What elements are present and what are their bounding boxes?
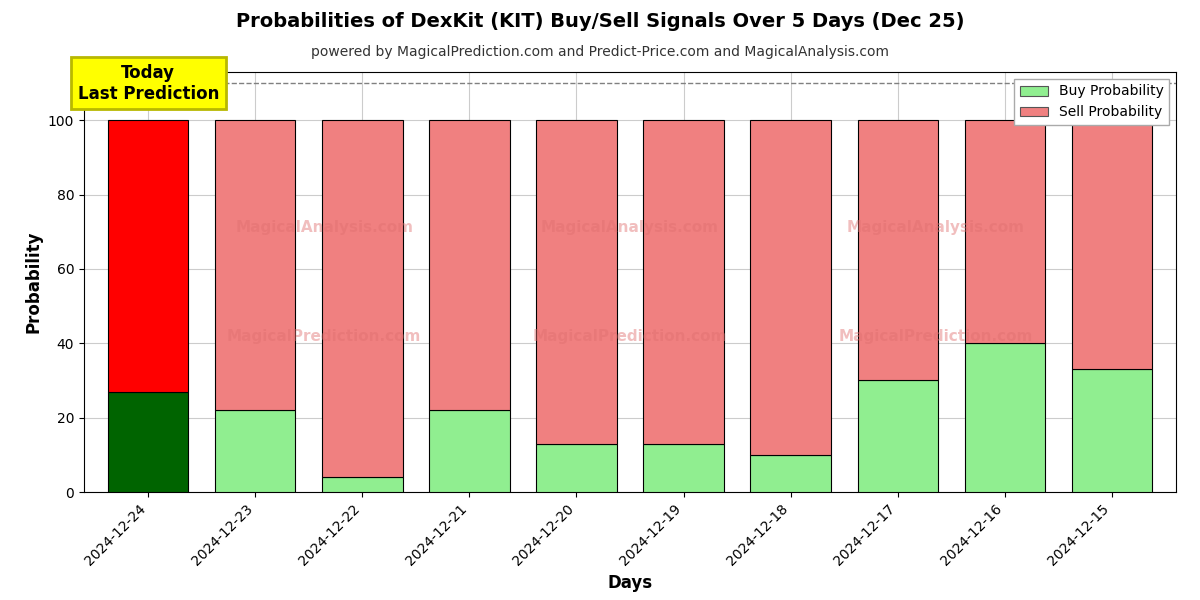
Text: MagicalAnalysis.com: MagicalAnalysis.com	[541, 220, 719, 235]
Bar	[965, 343, 1045, 492]
Bar	[858, 121, 937, 380]
Text: MagicalAnalysis.com: MagicalAnalysis.com	[847, 220, 1025, 235]
Bar	[536, 443, 617, 492]
Bar	[643, 121, 724, 443]
Text: Probabilities of DexKit (KIT) Buy/Sell Signals Over 5 Days (Dec 25): Probabilities of DexKit (KIT) Buy/Sell S…	[235, 12, 965, 31]
Bar	[108, 121, 188, 392]
X-axis label: Days: Days	[607, 574, 653, 592]
Bar	[430, 410, 510, 492]
Bar	[215, 121, 295, 410]
Text: MagicalPrediction.com: MagicalPrediction.com	[227, 329, 421, 344]
Bar	[215, 410, 295, 492]
Bar	[750, 121, 830, 455]
Bar	[323, 477, 402, 492]
Legend: Buy Probability, Sell Probability: Buy Probability, Sell Probability	[1014, 79, 1169, 125]
Bar	[643, 443, 724, 492]
Bar	[536, 121, 617, 443]
Text: MagicalPrediction.com: MagicalPrediction.com	[839, 329, 1033, 344]
Bar	[430, 121, 510, 410]
Bar	[323, 121, 402, 477]
Bar	[858, 380, 937, 492]
Y-axis label: Probability: Probability	[24, 231, 42, 333]
Text: powered by MagicalPrediction.com and Predict-Price.com and MagicalAnalysis.com: powered by MagicalPrediction.com and Pre…	[311, 45, 889, 59]
Text: MagicalAnalysis.com: MagicalAnalysis.com	[235, 220, 413, 235]
Bar	[965, 121, 1045, 343]
Bar	[1072, 370, 1152, 492]
Text: Today
Last Prediction: Today Last Prediction	[78, 64, 218, 103]
Bar	[750, 455, 830, 492]
Bar	[1072, 121, 1152, 370]
Text: MagicalPrediction.com: MagicalPrediction.com	[533, 329, 727, 344]
Bar	[108, 392, 188, 492]
